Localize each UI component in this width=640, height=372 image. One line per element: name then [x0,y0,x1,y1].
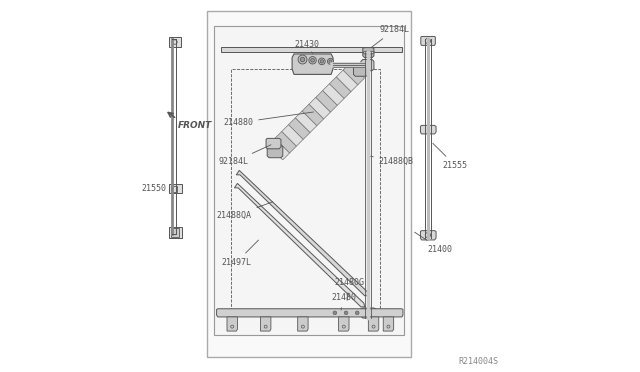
Circle shape [355,311,359,315]
Polygon shape [234,183,365,307]
Polygon shape [227,317,237,331]
Text: 21550: 21550 [141,185,172,193]
Polygon shape [316,91,337,112]
Polygon shape [339,317,349,331]
Polygon shape [420,125,436,134]
Circle shape [300,57,305,62]
Text: 214880: 214880 [223,112,314,127]
Polygon shape [170,227,182,238]
Circle shape [320,60,324,63]
Text: 92184L: 92184L [371,25,410,47]
Polygon shape [170,37,180,46]
Text: 21430: 21430 [294,40,319,54]
Circle shape [329,60,332,63]
Polygon shape [282,125,303,146]
Polygon shape [343,63,365,85]
Polygon shape [361,60,374,71]
Polygon shape [420,231,436,240]
Text: 21497L: 21497L [221,240,259,267]
Polygon shape [266,138,281,149]
Polygon shape [336,70,358,92]
Bar [214,26,404,335]
Text: FRONT: FRONT [178,121,212,130]
Polygon shape [421,36,435,45]
Polygon shape [236,170,369,296]
Polygon shape [275,132,296,153]
Circle shape [310,58,314,62]
Polygon shape [383,317,394,331]
Polygon shape [364,51,374,54]
Text: 21555: 21555 [433,143,468,170]
Polygon shape [221,46,402,52]
Circle shape [298,55,307,64]
Circle shape [319,58,325,65]
Polygon shape [361,308,376,318]
Text: 21480: 21480 [331,293,356,310]
Polygon shape [170,184,182,193]
Bar [231,69,380,314]
Circle shape [309,57,316,64]
Polygon shape [295,111,317,132]
Polygon shape [298,317,308,331]
Bar [207,11,411,357]
Text: 21488QB: 21488QB [371,156,414,166]
Polygon shape [289,118,310,140]
Text: 92184L: 92184L [219,145,271,166]
Polygon shape [268,138,289,160]
Polygon shape [369,317,379,331]
Polygon shape [353,64,369,76]
Polygon shape [323,84,344,105]
Circle shape [344,311,348,315]
Polygon shape [267,145,283,158]
Polygon shape [216,309,403,317]
Text: 21480G: 21480G [334,278,364,301]
Bar [172,186,177,192]
Polygon shape [330,77,351,99]
Text: 21488QA: 21488QA [216,202,273,220]
Polygon shape [172,228,179,237]
Polygon shape [302,104,324,126]
Polygon shape [309,97,330,119]
Text: R214004S: R214004S [458,357,499,366]
Text: 21400: 21400 [415,232,453,254]
Circle shape [333,311,337,315]
Polygon shape [363,48,374,58]
Polygon shape [260,317,271,331]
Circle shape [328,58,333,64]
Polygon shape [292,54,333,74]
